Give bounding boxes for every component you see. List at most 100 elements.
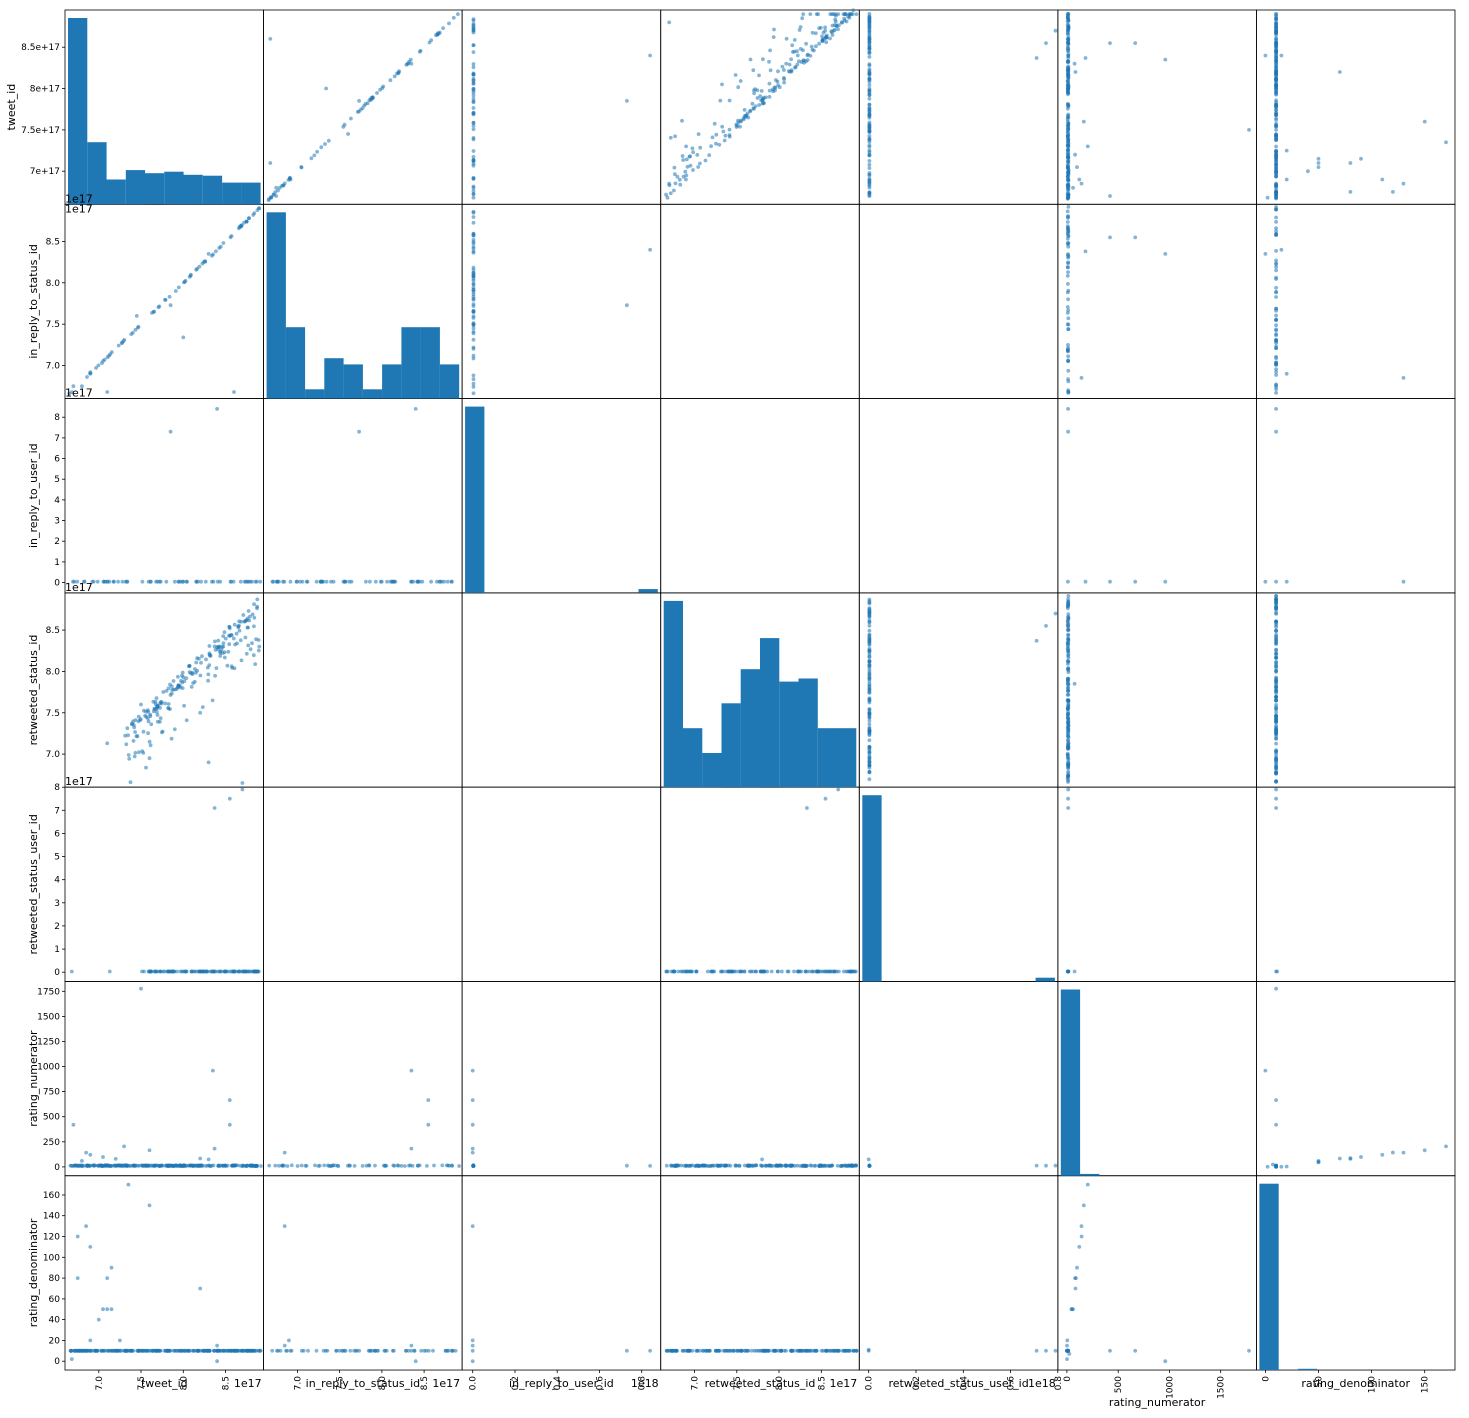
data-point	[1066, 612, 1071, 617]
data-point	[1274, 159, 1278, 164]
data-point	[1065, 348, 1070, 353]
data-point	[867, 777, 872, 782]
data-point	[1274, 289, 1278, 294]
data-point	[140, 579, 145, 584]
data-point	[154, 579, 159, 584]
data-point	[1422, 119, 1427, 124]
data-point	[471, 296, 476, 301]
data-point	[199, 579, 204, 584]
data-point	[1274, 728, 1278, 733]
x-offset-label: 1e18	[1028, 1377, 1056, 1390]
data-point	[813, 1348, 817, 1353]
data-point	[676, 969, 681, 974]
data-point	[1066, 254, 1071, 259]
data-point	[391, 1163, 396, 1168]
data-point	[138, 718, 143, 722]
data-point	[213, 673, 218, 678]
histogram-bar	[760, 638, 780, 788]
histogram-bar	[382, 364, 402, 399]
data-point	[84, 1224, 88, 1228]
data-point	[688, 163, 693, 168]
data-point	[222, 650, 227, 655]
data-point	[105, 1348, 110, 1353]
data-point	[1274, 127, 1278, 132]
data-point	[842, 16, 847, 21]
data-point	[1274, 265, 1278, 269]
data-point	[1274, 806, 1278, 810]
data-point	[426, 1098, 431, 1102]
data-point	[1066, 138, 1070, 143]
data-point	[471, 271, 476, 275]
data-point	[1274, 62, 1278, 67]
data-point	[68, 1163, 73, 1168]
data-point	[373, 1163, 377, 1168]
data-point	[1066, 282, 1070, 286]
data-point	[1284, 148, 1289, 153]
data-point	[245, 616, 250, 621]
data-point	[183, 278, 188, 283]
data-point	[1359, 1155, 1363, 1159]
data-point	[867, 67, 872, 72]
data-point	[451, 15, 456, 20]
data-point	[189, 685, 194, 689]
data-point	[268, 37, 273, 41]
data-point	[1066, 579, 1070, 584]
data-point	[471, 276, 476, 281]
data-point	[851, 8, 856, 13]
data-point	[1271, 1162, 1275, 1167]
data-point	[727, 133, 732, 137]
data-point	[299, 1163, 304, 1168]
data-point	[1066, 345, 1070, 350]
data-point	[176, 285, 181, 290]
data-point	[162, 969, 167, 974]
data-point	[1274, 741, 1278, 746]
data-point	[136, 1348, 141, 1353]
data-point	[750, 101, 755, 106]
data-point	[207, 1163, 211, 1168]
cell-frame-0-5	[1057, 9, 1257, 205]
cell-frame-2-0	[64, 398, 264, 594]
data-point	[1079, 1234, 1084, 1239]
data-point	[1108, 194, 1112, 198]
cell-points-5-6	[1263, 986, 1448, 1169]
x-tick-label: 1500	[1217, 1376, 1227, 1399]
data-point	[867, 32, 872, 37]
cell-frame-4-6	[1256, 786, 1456, 982]
data-point	[471, 326, 476, 330]
data-point	[867, 632, 872, 637]
y-tick-label: 8e+17	[30, 85, 60, 95]
data-point	[158, 716, 163, 720]
histogram-bar	[702, 753, 722, 788]
cell-frame-1-5	[1057, 203, 1257, 399]
data-point	[133, 751, 138, 755]
data-point	[1274, 695, 1278, 699]
data-point	[782, 68, 786, 72]
data-point	[867, 765, 872, 770]
cell-points-4-5	[1065, 787, 1077, 974]
data-point	[867, 190, 872, 195]
data-point	[471, 189, 476, 193]
cell-frame-5-0	[64, 981, 264, 1177]
cell-frame-3-5	[1057, 592, 1257, 788]
data-point	[282, 1224, 287, 1228]
data-point	[123, 733, 128, 738]
data-point	[252, 211, 257, 216]
data-point	[299, 165, 304, 170]
data-point	[1274, 226, 1278, 231]
data-point	[250, 612, 255, 617]
data-point	[83, 1348, 88, 1353]
data-point	[793, 65, 798, 69]
data-point	[809, 44, 814, 49]
data-point	[357, 109, 361, 114]
data-point	[325, 1348, 330, 1353]
data-point	[357, 429, 361, 434]
data-point	[1401, 181, 1406, 186]
data-point	[765, 969, 770, 974]
data-point	[757, 103, 762, 107]
data-point	[373, 1348, 377, 1353]
data-point	[813, 31, 818, 36]
data-point	[226, 1348, 231, 1353]
data-point	[1108, 1348, 1112, 1353]
cell-points-4-0	[69, 787, 261, 974]
data-point	[1163, 252, 1168, 256]
